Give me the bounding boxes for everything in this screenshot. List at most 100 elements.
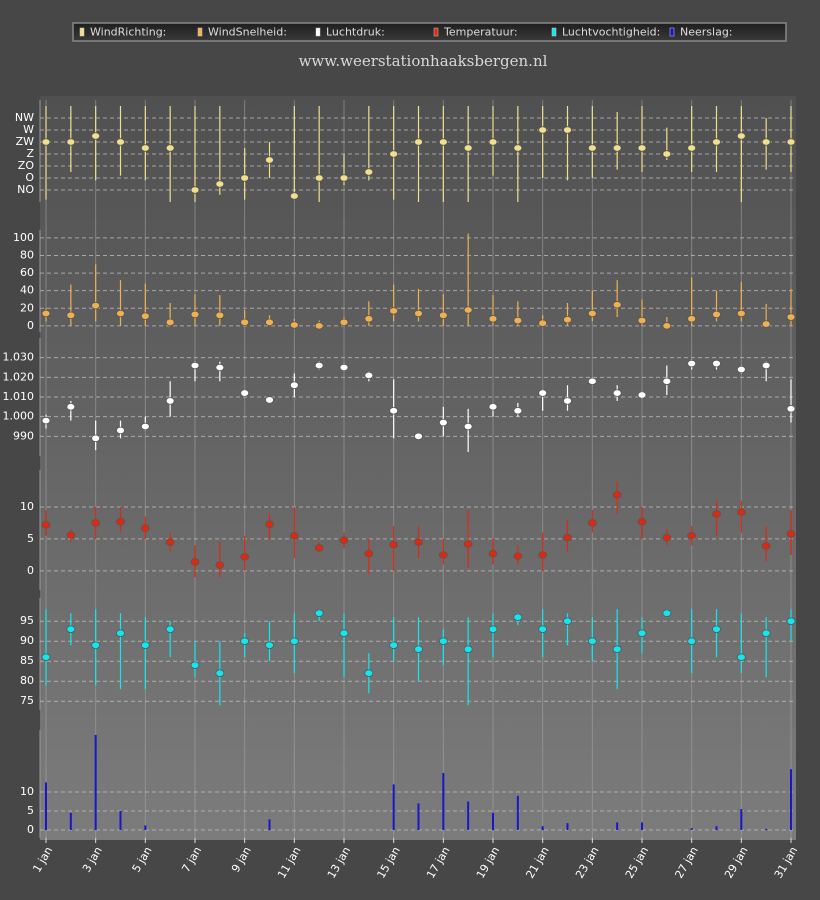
point [761,542,771,550]
bar [94,734,97,831]
point [637,391,647,399]
x-tick-label: 17 jan [424,844,452,880]
bar [417,803,420,831]
x-tick-label: 21 jan [523,844,551,880]
point [438,551,448,559]
point [587,309,597,318]
point [786,138,796,146]
y-tick-label: 0 [27,319,34,332]
point [538,319,548,327]
point [463,645,473,653]
point [116,518,125,526]
y-tick-label: 60 [20,266,34,279]
point [662,609,672,617]
point [637,518,647,526]
point [140,312,150,320]
point [66,138,76,146]
point [687,315,697,323]
point [41,653,51,661]
point [265,641,274,649]
point [215,311,225,319]
point [190,186,200,194]
point [289,321,299,329]
bar [566,823,569,831]
point [414,538,423,546]
point [761,138,771,146]
point [265,156,274,164]
point [438,637,448,645]
bar [45,782,47,831]
x-tick-label: 9 jan [229,844,254,874]
y-tick-label: 1.020 [3,370,35,383]
legend-swatch [433,27,439,37]
point [612,491,622,499]
point [240,174,250,182]
legend-label: WindRichting: [90,26,166,39]
point [736,365,746,374]
point [91,301,101,310]
point [41,521,51,529]
point [41,138,51,146]
point [761,629,771,637]
x-tick-label: 23 jan [573,844,601,880]
point [91,132,101,140]
y-tick-label: 5 [27,532,34,545]
point [190,310,200,319]
point [438,418,448,427]
bar [765,828,768,831]
point [414,645,423,653]
point [165,538,175,546]
bar [516,795,519,831]
point [265,318,274,327]
legend-swatch [551,27,557,37]
point [687,637,697,645]
point [314,174,324,182]
point [116,426,125,435]
point [41,309,51,318]
point [116,138,125,146]
point [463,422,473,431]
bar [690,828,693,831]
bar [641,822,643,831]
x-tick-label: 25 jan [623,844,651,880]
y-tick-label: 1.000 [3,410,35,423]
point [389,307,399,315]
point [215,561,225,569]
y-tick-label: 0 [27,823,34,836]
y-tick-label: ZW [16,135,35,148]
bar [740,809,743,831]
legend-swatch [315,27,321,37]
point [140,422,150,431]
point [364,315,374,323]
point [488,138,498,146]
y-tick-label: 5 [27,804,34,817]
point [66,531,76,539]
point [513,316,523,325]
point [637,316,647,325]
point [116,629,125,637]
point [364,371,374,380]
point [314,361,324,370]
y-tick-label: NO [17,183,34,196]
point [786,530,796,538]
point [240,637,250,645]
point [538,625,548,633]
point [786,313,796,321]
point [140,524,150,532]
point [513,552,523,560]
legend-label: Luchtdruk: [326,26,385,39]
point [463,144,473,152]
point [587,144,597,152]
x-tick-label: 11 jan [275,844,303,880]
point [786,617,796,625]
point [463,540,473,548]
point [165,318,175,327]
point [612,301,622,309]
point [687,144,697,152]
y-tick-label: 0 [27,564,34,577]
point [389,150,399,158]
point [736,309,746,318]
point [662,533,672,542]
point [91,641,101,649]
x-tick-label: 27 jan [672,844,700,880]
